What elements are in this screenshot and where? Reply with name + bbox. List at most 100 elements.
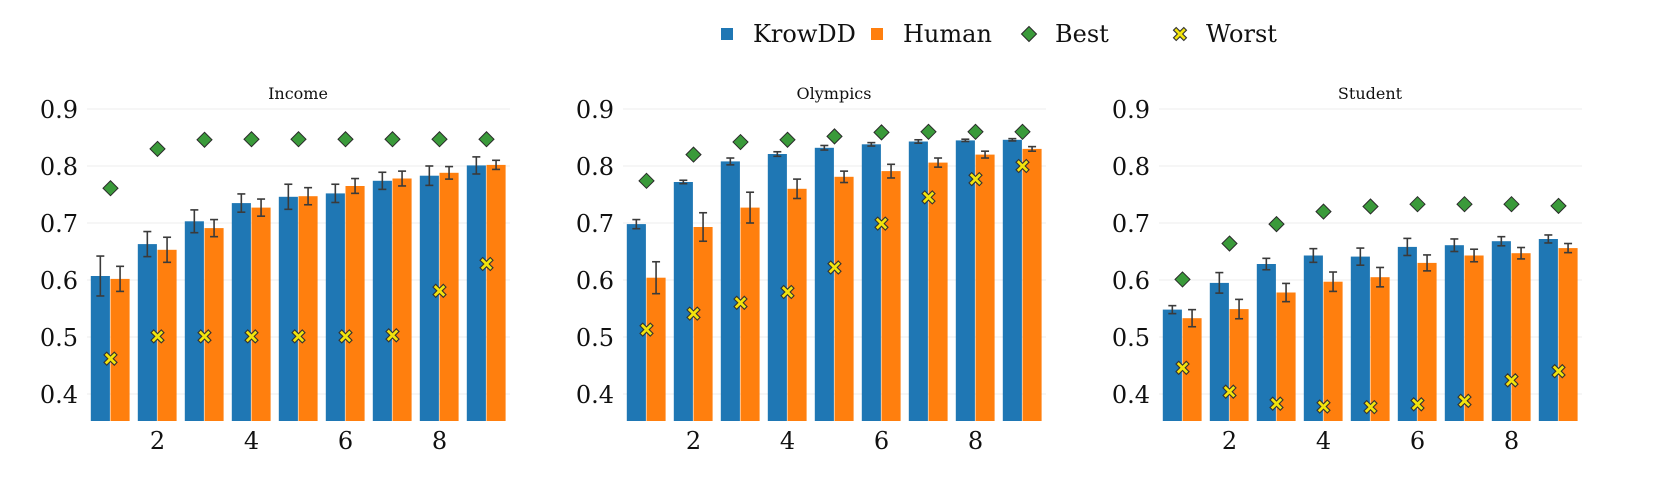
best-marker xyxy=(1221,235,1238,252)
bar-krowdd xyxy=(90,276,110,421)
x-tick-label: 6 xyxy=(338,427,353,455)
x-tick-label: 4 xyxy=(1316,427,1331,455)
error-bar xyxy=(867,141,876,147)
legend-item: Worst xyxy=(1172,20,1277,48)
worst-marker xyxy=(1316,399,1331,414)
bar-krowdd xyxy=(861,144,881,422)
chart-panel-income: Income 0.4 0.5 0.6 0.7 0.8 0.9 2 4 6 8 xyxy=(40,84,510,455)
best-marker xyxy=(1456,195,1473,213)
worst-marker xyxy=(874,216,889,231)
best-marker xyxy=(732,133,749,151)
best-marker xyxy=(638,172,655,190)
bar-human xyxy=(110,278,130,421)
error-bar xyxy=(1008,137,1017,142)
error-bar xyxy=(1403,237,1412,257)
best-marker xyxy=(384,131,401,148)
worst-marker xyxy=(1410,397,1425,412)
bar-krowdd xyxy=(908,141,928,421)
y-tick-label: 0.7 xyxy=(40,210,78,238)
bar-human xyxy=(928,162,948,421)
bar-human xyxy=(1276,292,1296,421)
bar-human xyxy=(787,188,807,421)
bar-krowdd xyxy=(466,165,486,421)
bar-human xyxy=(1022,148,1042,421)
bar-human xyxy=(1558,248,1578,421)
error-bar xyxy=(726,157,735,166)
worst-marker xyxy=(1504,373,1519,388)
error-bar xyxy=(1028,145,1037,152)
error-bar xyxy=(934,157,943,168)
worst-marker xyxy=(1269,396,1284,411)
bar-human xyxy=(693,227,713,421)
bar-krowdd xyxy=(1303,255,1323,421)
worst-marker xyxy=(338,329,353,344)
best-marker xyxy=(873,124,890,141)
bar-krowdd xyxy=(814,147,834,422)
best-marker xyxy=(431,131,448,148)
error-bar xyxy=(914,138,923,144)
y-tick-label: 0.7 xyxy=(1112,210,1150,238)
error-bar xyxy=(632,218,641,230)
error-bar xyxy=(652,260,661,295)
best-marker xyxy=(243,131,260,148)
legend-item: Best xyxy=(1020,20,1109,48)
x-tick-label: 8 xyxy=(1504,427,1519,455)
error-bar xyxy=(425,165,434,187)
error-bar xyxy=(257,198,266,217)
best-marker xyxy=(1550,197,1567,215)
worst-marker xyxy=(733,295,748,311)
bar-krowdd xyxy=(325,193,345,421)
error-bar xyxy=(679,179,688,185)
worst-marker xyxy=(639,322,654,337)
best-marker xyxy=(196,131,213,148)
error-bar xyxy=(398,170,407,187)
best-marker xyxy=(1409,195,1426,213)
worst-marker xyxy=(780,284,795,300)
error-bar xyxy=(1376,266,1385,288)
bar-human xyxy=(486,164,506,421)
y-tick-label: 0.9 xyxy=(576,96,614,124)
legend-swatch xyxy=(871,28,883,40)
error-bar xyxy=(492,159,501,171)
error-bar xyxy=(378,171,387,191)
error-bar xyxy=(1423,254,1432,272)
error-bar xyxy=(1356,247,1365,266)
worst-marker xyxy=(1175,360,1190,376)
bar-krowdd xyxy=(1444,245,1464,421)
y-tick-label: 0.5 xyxy=(40,324,78,352)
x-tick-label: 6 xyxy=(874,427,889,455)
error-bar xyxy=(1564,242,1573,254)
bar-krowdd xyxy=(137,244,157,421)
bar-krowdd xyxy=(626,224,646,421)
error-bar xyxy=(773,150,782,158)
x-tick-label: 8 xyxy=(432,427,447,455)
error-bar xyxy=(1262,257,1271,271)
bar-human xyxy=(1229,309,1249,421)
y-tick-label: 0.8 xyxy=(40,153,78,181)
best-marker xyxy=(1174,271,1191,288)
bar-human xyxy=(881,171,901,421)
bar-human xyxy=(439,172,459,421)
bar-krowdd xyxy=(1350,256,1370,421)
worst-marker xyxy=(385,328,400,343)
best-marker xyxy=(478,131,495,148)
bar-krowdd xyxy=(231,203,251,421)
best-marker xyxy=(1362,198,1379,215)
legend-label: KrowDD xyxy=(753,20,856,48)
error-bar xyxy=(1235,298,1244,320)
error-bar xyxy=(820,144,829,151)
bar-krowdd xyxy=(1491,241,1511,421)
worst-marker xyxy=(150,329,165,344)
worst-marker xyxy=(1363,399,1378,415)
legend-item: Human xyxy=(871,20,992,48)
error-bar xyxy=(1168,304,1177,315)
bar-human xyxy=(740,207,760,421)
legend: KrowDD Human Best Worst xyxy=(721,20,1277,48)
bar-krowdd xyxy=(184,221,204,421)
error-bar xyxy=(746,191,755,224)
x-tick-label: 4 xyxy=(244,427,259,455)
worst-marker xyxy=(244,329,259,344)
worst-marker xyxy=(1015,158,1030,174)
worst-marker xyxy=(1457,393,1472,409)
y-tick-label: 0.5 xyxy=(576,324,614,352)
